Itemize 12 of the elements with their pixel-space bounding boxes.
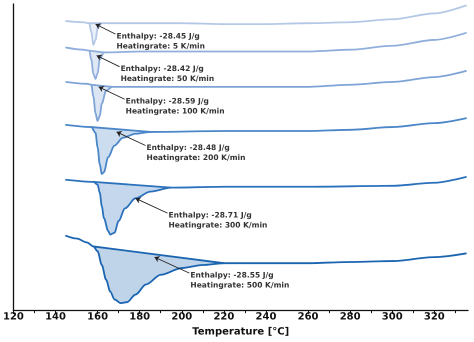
x-tick-label: 120 xyxy=(3,312,24,323)
x-tick-label: 260 xyxy=(298,312,319,323)
x-tick-label: 240 xyxy=(256,312,276,323)
x-tick-label: 280 xyxy=(340,312,361,323)
x-tick-label: 220 xyxy=(213,312,234,323)
x-axis-title: Temperature [°C] xyxy=(192,326,290,338)
x-tick-label: 180 xyxy=(129,312,150,323)
x-tick-label: 140 xyxy=(45,312,66,323)
x-tick-label: 300 xyxy=(382,312,403,323)
x-tick-label: 160 xyxy=(87,312,108,323)
x-tick-label: 200 xyxy=(171,312,192,323)
x-tick-label: 320 xyxy=(424,312,445,323)
